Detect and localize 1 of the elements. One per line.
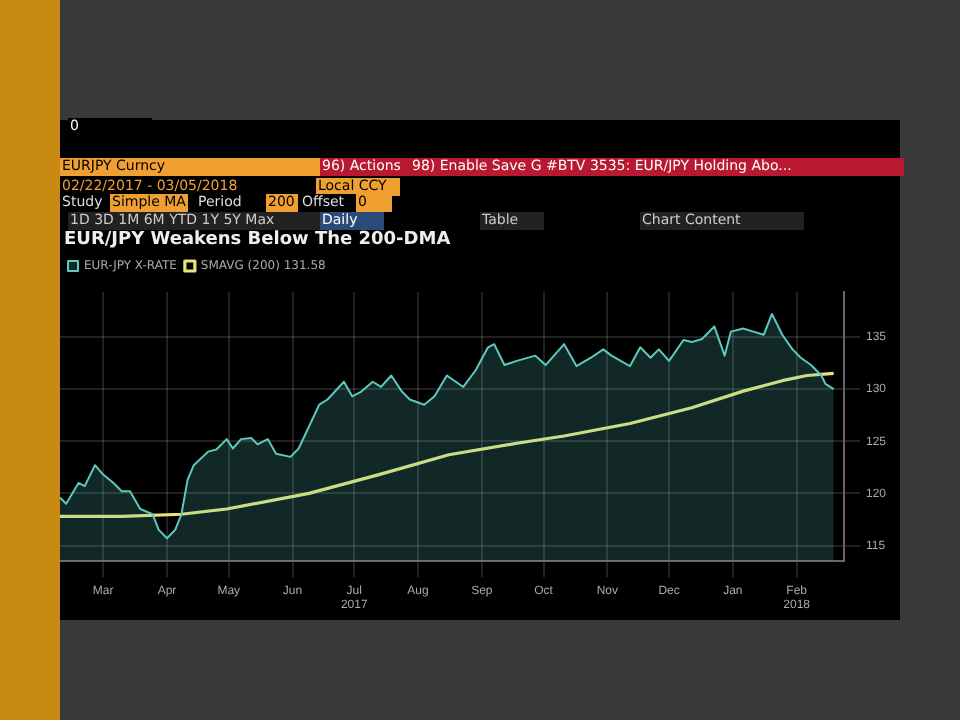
chart-title: EUR/JPY Weakens Below The 200-DMA [64,230,451,250]
